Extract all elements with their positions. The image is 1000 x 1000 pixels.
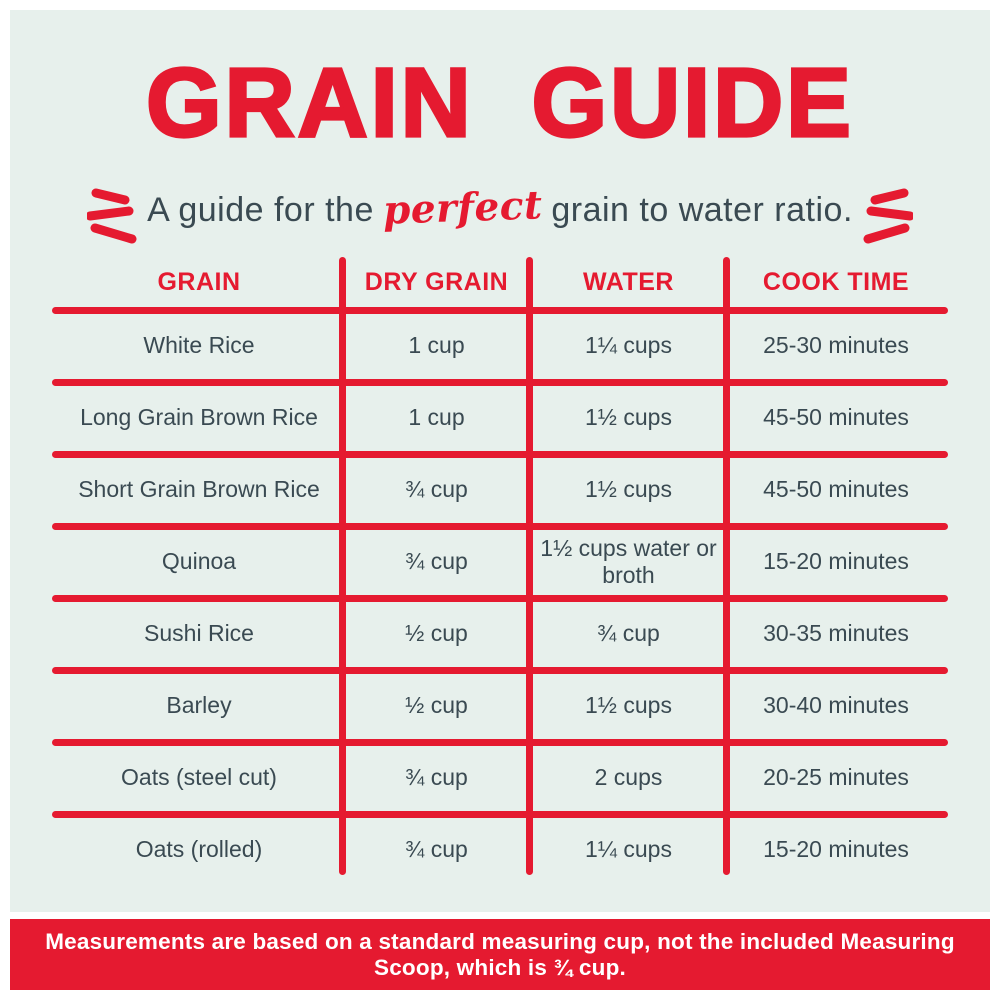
table-row: Quinoa ¾ cup 1½ cups water or broth 15-20 m… — [52, 523, 948, 598]
table-cell: ¾ cup — [597, 620, 660, 647]
subtitle-highlight: perfect — [382, 182, 544, 234]
table-cell: 45-50 minutes — [763, 404, 909, 431]
table-cell: Oats (rolled) — [135, 836, 263, 863]
table-cell: 1 cup — [408, 332, 465, 359]
subtitle-prefix: A guide for the — [147, 191, 374, 229]
table-cell: ¾ cup — [405, 476, 468, 503]
table-cell: 30-40 minutes — [763, 692, 909, 719]
column-header-cook-time: COOK TIME — [762, 268, 910, 296]
emphasis-right-icon — [863, 188, 913, 244]
column-divider — [339, 257, 346, 875]
column-header-water: WATER — [583, 268, 674, 296]
table-row: Sushi Rice ½ cup ¾ cup 30-35 minutes — [52, 595, 948, 670]
table-cell: 45-50 minutes — [763, 476, 909, 503]
table-cell: ½ cup — [405, 692, 468, 719]
table-row: Barley ½ cup 1½ cups 30-40 minutes — [52, 667, 948, 742]
table-cell: 25-30 minutes — [763, 332, 909, 359]
subtitle-suffix: grain to water ratio. — [551, 191, 853, 229]
table-header: GRAIN DRY GRAIN WATER COOK TIME — [55, 255, 945, 310]
table-cell: Long Grain Brown Rice — [80, 404, 318, 431]
table-row: Long Grain Brown Rice 1 cup 1½ cups 45-50 m… — [52, 379, 948, 454]
table-row: White Rice 1 cup 1¼ cups 25-30 minutes — [52, 307, 948, 382]
table-cell: ¾ cup — [405, 548, 468, 575]
table-row: Oats (rolled) ¾ cup 1¼ cups 15-20 minutes — [52, 811, 948, 886]
table-cell: 15-20 minutes — [763, 836, 909, 863]
table-cell: 30-35 minutes — [763, 620, 909, 647]
panel-background: GRAIN GUIDE A guide for the perfect grai… — [10, 10, 990, 912]
column-header-grain: GRAIN — [157, 268, 241, 296]
column-divider — [723, 257, 730, 875]
table-cell: Barley — [166, 692, 232, 719]
footer-note: Measurements are based on a standard mea… — [45, 928, 955, 980]
table-cell: 1 cup — [408, 404, 465, 431]
table-cell: Oats (steel cut) — [121, 764, 277, 791]
table-rows: White Rice 1 cup 1¼ cups 25-30 minutes Long … — [52, 307, 948, 886]
subtitle-text: A guide for the perfect grain to water r… — [147, 182, 853, 234]
table-cell: 1½ cups water or broth — [540, 534, 717, 588]
table-cell: 1¼ cups — [585, 332, 672, 359]
footer-note-bar: Measurements are based on a standard mea… — [10, 919, 990, 990]
table-cell: 15-20 minutes — [763, 548, 909, 575]
table-cell: Short Grain Brown Rice — [78, 476, 320, 503]
table-cell: 20-25 minutes — [763, 764, 909, 791]
page-title: GRAIN GUIDE — [145, 48, 854, 157]
table-cell: 1½ cups — [585, 404, 672, 431]
table-cell: 2 cups — [594, 764, 663, 791]
table-cell: ¾ cup — [405, 836, 468, 863]
table-cell: 1¼ cups — [585, 836, 672, 863]
table-cell: ½ cup — [405, 620, 468, 647]
table-cell: Sushi Rice — [144, 620, 254, 647]
emphasis-left-icon — [87, 188, 137, 244]
table-cell: White Rice — [143, 332, 255, 359]
table-row: Short Grain Brown Rice ¾ cup 1½ cups 45-50 … — [52, 451, 948, 526]
subtitle: A guide for the perfect grain to water r… — [10, 172, 990, 244]
table-cell: 1½ cups — [585, 692, 672, 719]
table-cell: Quinoa — [161, 548, 237, 575]
table-cell: 1½ cups — [585, 476, 672, 503]
table-cell: ¾ cup — [405, 764, 468, 791]
grain-table: GRAIN DRY GRAIN WATER COOK TIME White Ri… — [52, 255, 948, 886]
table-row: Oats (steel cut) ¾ cup 2 cups 20-25 minutes — [52, 739, 948, 814]
column-header-dry-grain: DRY GRAIN — [364, 268, 509, 296]
column-divider — [526, 257, 533, 875]
